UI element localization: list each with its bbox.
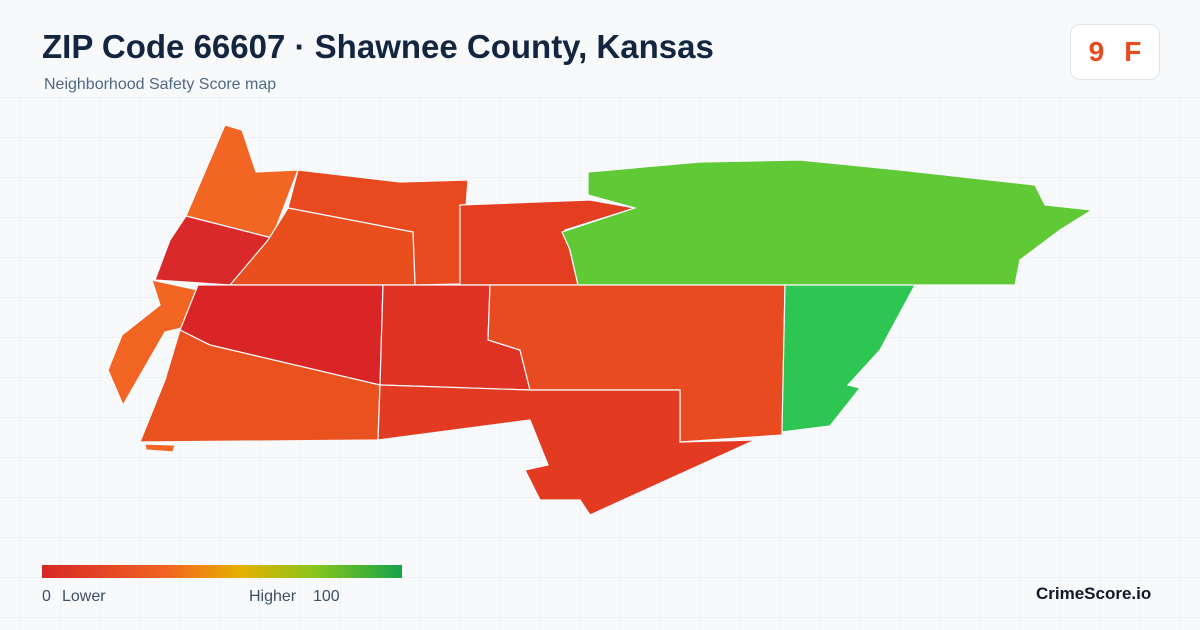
grade: F xyxy=(1124,36,1142,67)
region xyxy=(561,159,1094,286)
region xyxy=(144,443,176,453)
legend-gradient xyxy=(42,565,402,578)
score-badge: 9 F xyxy=(1070,24,1160,80)
title: ZIP Code 66607 · Shawnee County, Kansas xyxy=(42,28,714,65)
region xyxy=(377,384,756,516)
region xyxy=(781,284,917,433)
legend-min: 0 xyxy=(42,588,51,605)
legend-min-label: Lower xyxy=(62,588,106,605)
score: 9 xyxy=(1088,36,1105,67)
legend-max: 100 xyxy=(313,588,340,605)
subtitle: Neighborhood Safety Score map xyxy=(44,76,277,93)
legend-max-label: Higher xyxy=(249,588,297,605)
brand: CrimeScore.io xyxy=(1036,584,1152,603)
regions xyxy=(107,124,1094,516)
region xyxy=(154,215,274,286)
